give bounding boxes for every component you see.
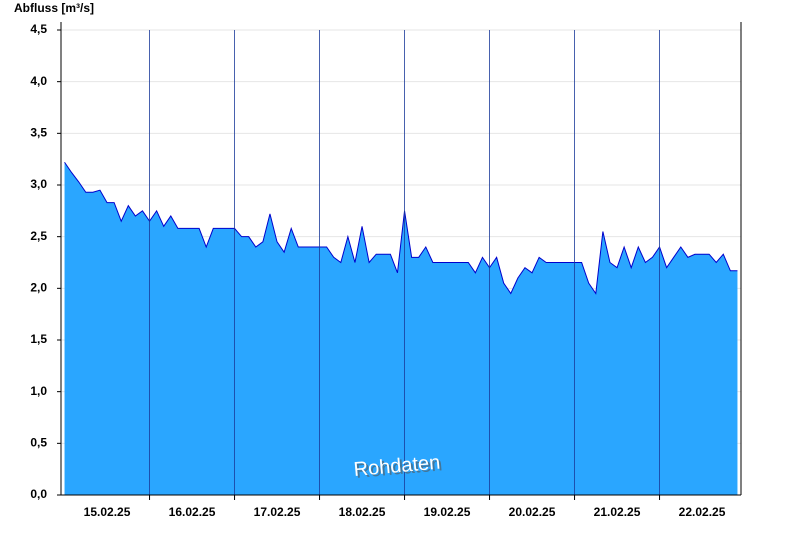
y-tick-label: 4,0 — [30, 74, 47, 88]
area — [64, 162, 738, 495]
x-tick-label: 16.02.25 — [169, 505, 216, 519]
x-tick-label: 15.02.25 — [84, 505, 131, 519]
x-tick-label: 18.02.25 — [339, 505, 386, 519]
y-tick-label: 3,5 — [30, 126, 47, 140]
y-axis-label: Abfluss [m³/s] — [14, 1, 94, 15]
y-tick-label: 0,0 — [30, 487, 47, 501]
x-tick-label: 20.02.25 — [509, 505, 556, 519]
y-tick-label: 2,5 — [30, 229, 47, 243]
y-tick-label: 1,5 — [30, 332, 47, 346]
x-tick-label: 22.02.25 — [679, 505, 726, 519]
line — [64, 161, 738, 295]
y-tick-label: 1,0 — [30, 384, 47, 398]
y-tick-label: 3,0 — [30, 177, 47, 191]
x-tick-label: 17.02.25 — [254, 505, 301, 519]
x-tick-label: 21.02.25 — [594, 505, 641, 519]
y-tick-label: 0,5 — [30, 436, 47, 450]
y-tick-label: 4,5 — [30, 22, 47, 36]
x-tick-label: 19.02.25 — [424, 505, 471, 519]
y-tick-label: 2,0 — [30, 281, 47, 295]
